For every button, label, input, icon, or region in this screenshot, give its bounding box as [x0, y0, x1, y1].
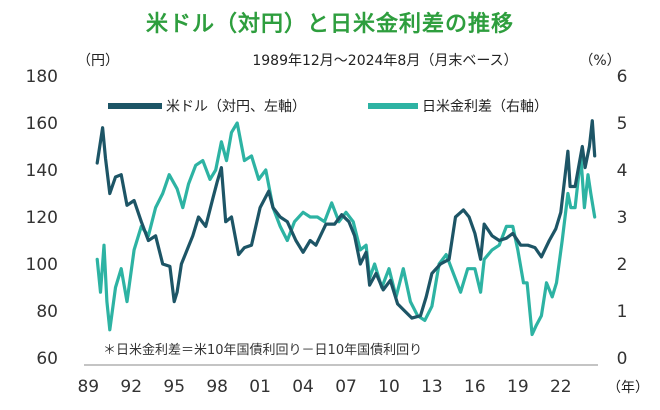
x-axis: 89 92 95 98 01 04 07 10 13 16 19 22 [77, 364, 598, 397]
series-line-usdjpy [95, 119, 597, 320]
right-tick-label: 1 [617, 302, 628, 322]
chart-title: 米ドル（対円）と日米金利差の推移 [145, 12, 514, 37]
right-tick-label: 2 [617, 255, 628, 275]
left-tick-label: 140 [26, 161, 58, 181]
left-axis-unit: （円） [77, 53, 119, 69]
x-tick-label: 89 [77, 377, 99, 397]
footnote: ＊日米金利差＝米10年国債利回り－日10年国債利回り [103, 342, 422, 358]
x-tick-label: 22 [550, 377, 572, 397]
right-tick-label: 5 [617, 114, 628, 134]
x-axis-unit: （年） [607, 380, 649, 396]
x-tick-label: 16 [464, 377, 486, 397]
left-axis: 60 80 100 120 140 160 180 [26, 67, 58, 369]
x-tick-label: 92 [120, 377, 142, 397]
left-tick-label: 60 [36, 349, 58, 369]
right-tick-label: 3 [617, 208, 628, 228]
x-tick-label: 98 [206, 377, 228, 397]
left-tick-label: 80 [36, 302, 58, 322]
chart-subtitle: 1989年12月～2024年8月（月末ベース） [252, 53, 517, 69]
x-tick-label: 13 [421, 377, 443, 397]
x-tick-label: 07 [335, 377, 357, 397]
x-tick-label: 19 [507, 377, 529, 397]
x-tick-label: 10 [378, 377, 400, 397]
left-tick-label: 160 [26, 114, 58, 134]
legend-label-spread: 日米金利差（右軸） [422, 99, 548, 115]
legend-label-usdjpy: 米ドル（対円、左軸） [166, 99, 306, 115]
left-tick-label: 120 [26, 208, 58, 228]
plot-area [95, 119, 597, 337]
x-tick-label: 95 [163, 377, 185, 397]
left-tick-label: 100 [26, 255, 58, 275]
legend: 米ドル（対円、左軸） 日米金利差（右軸） [108, 99, 548, 115]
right-tick-label: 4 [617, 161, 628, 181]
right-tick-label: 6 [617, 67, 628, 87]
x-tick-label: 01 [249, 377, 271, 397]
right-axis-unit: （%） [579, 53, 620, 69]
series-line-spread [95, 121, 597, 337]
right-axis: 0 1 2 3 4 5 6 [617, 67, 628, 369]
left-tick-label: 180 [26, 67, 58, 87]
x-tick-label: 04 [292, 377, 314, 397]
right-tick-label: 0 [617, 349, 628, 369]
